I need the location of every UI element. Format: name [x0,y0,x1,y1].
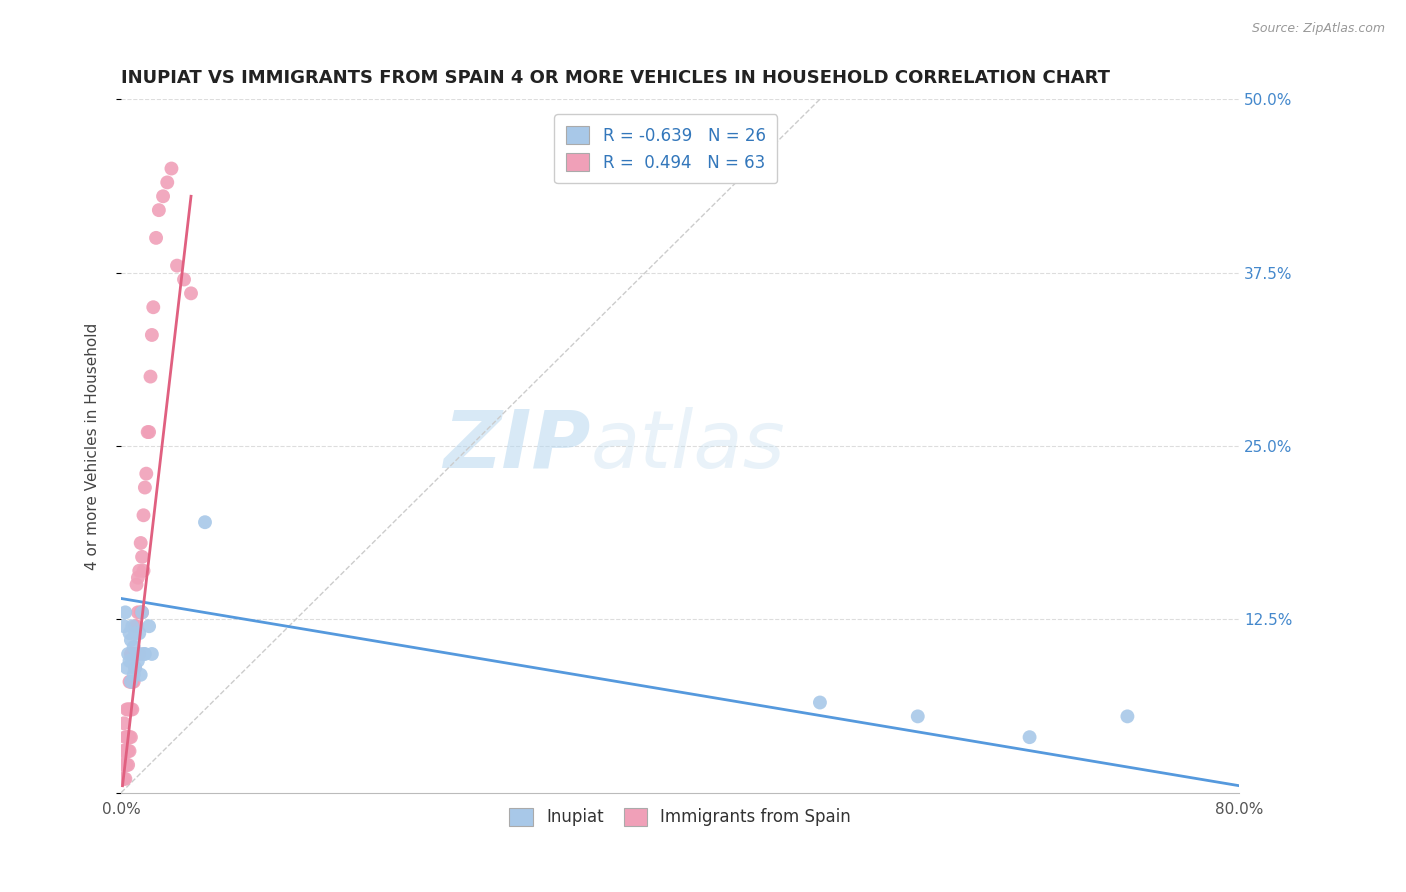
Point [114,758,136,772]
Point [120,647,142,661]
Point [112,744,135,758]
Point [131,605,153,619]
Point [136,425,159,439]
Point [129,605,152,619]
Point [131,549,153,564]
Point [124,661,146,675]
Point [120,674,142,689]
Point [122,667,145,681]
Point [125,619,148,633]
Point [194,515,217,529]
Point [114,772,136,786]
Point [180,286,202,301]
Point [120,702,142,716]
Point [120,730,142,744]
Point [138,425,160,439]
Point [166,259,188,273]
Point [128,626,150,640]
Point [129,667,152,681]
Point [112,619,135,633]
Point [128,647,150,661]
Point [118,744,141,758]
Text: INUPIAT VS IMMIGRANTS FROM SPAIN 4 OR MORE VEHICLES IN HOUSEHOLD CORRELATION CHA: INUPIAT VS IMMIGRANTS FROM SPAIN 4 OR MO… [121,69,1111,87]
Point [125,647,148,661]
Text: Source: ZipAtlas.com: Source: ZipAtlas.com [1251,22,1385,36]
Point [121,674,143,689]
Point [117,647,139,661]
Point [134,481,156,495]
Point [115,758,138,772]
Point [156,175,179,189]
Point [145,231,167,245]
Point [138,619,160,633]
Point [139,369,162,384]
Point [131,605,153,619]
Point [121,654,143,668]
Point [132,508,155,523]
Point [152,189,174,203]
Point [118,674,141,689]
Point [115,702,138,716]
Point [114,730,136,744]
Point [124,626,146,640]
Point [142,300,165,314]
Point [141,328,163,343]
Point [120,674,142,689]
Point [129,536,152,550]
Point [121,702,143,716]
Point [115,744,138,758]
Point [111,758,134,772]
Point [124,647,146,661]
Point [907,709,929,723]
Point [127,605,149,619]
Point [124,619,146,633]
Point [122,674,145,689]
Point [160,161,183,176]
Point [132,647,155,661]
Point [127,654,149,668]
Text: atlas: atlas [591,407,786,485]
Point [128,564,150,578]
Point [1018,730,1040,744]
Point [117,702,139,716]
Point [118,730,141,744]
Point [173,272,195,286]
Point [115,661,138,675]
Point [112,772,135,786]
Point [127,571,149,585]
Point [141,647,163,661]
Y-axis label: 4 or more Vehicles in Household: 4 or more Vehicles in Household [86,322,100,570]
Point [114,605,136,619]
Point [118,626,141,640]
Point [114,744,136,758]
Point [112,758,135,772]
Point [124,661,146,675]
Point [117,758,139,772]
Point [132,564,155,578]
Point [112,716,135,731]
Point [122,647,145,661]
Point [1116,709,1139,723]
Point [122,640,145,654]
Point [115,730,138,744]
Point [118,654,141,668]
Point [121,647,143,661]
Point [135,467,157,481]
Point [111,744,134,758]
Text: ZIP: ZIP [443,407,591,485]
Point [121,619,143,633]
Point [120,633,142,648]
Point [808,696,831,710]
Point [134,647,156,661]
Point [148,203,170,218]
Point [125,647,148,661]
Point [125,577,148,591]
Point [111,772,134,786]
Legend: Inupiat, Immigrants from Spain: Inupiat, Immigrants from Spain [503,801,858,833]
Point [118,702,141,716]
Point [117,744,139,758]
Point [117,730,139,744]
